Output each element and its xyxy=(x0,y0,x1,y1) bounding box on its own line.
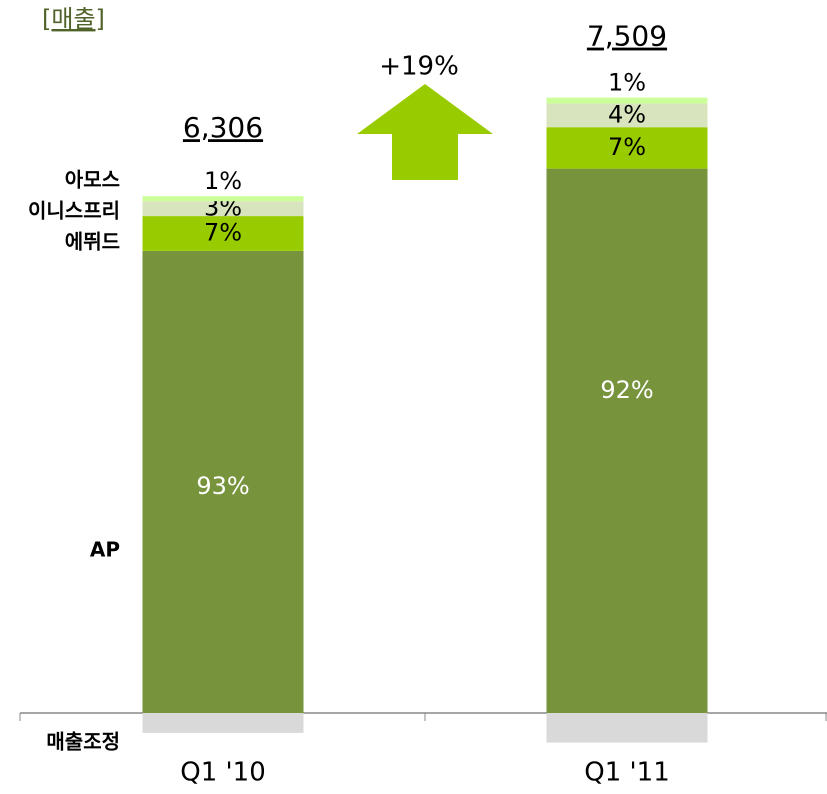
x-tick-label: Q1 '10 xyxy=(180,758,266,788)
value-label: 92% xyxy=(600,376,653,404)
bar-segment xyxy=(142,201,304,217)
legend-label: 매출조정 xyxy=(46,730,120,754)
chart-title: [매출] xyxy=(42,5,105,33)
bar-segment xyxy=(546,103,708,128)
growth-annotation: +19% xyxy=(379,52,459,82)
legend-label: 아모스 xyxy=(65,168,120,192)
total-label: 7,509 xyxy=(587,20,667,53)
value-label: 1% xyxy=(608,69,646,97)
value-label: 7% xyxy=(204,218,242,246)
value-label: 1% xyxy=(204,167,242,195)
bar-segment xyxy=(546,168,708,713)
value-label: 4% xyxy=(608,100,646,128)
bar-segment xyxy=(546,713,708,743)
x-tick-label: Q1 '11 xyxy=(584,758,670,788)
legend-label: 이니스프리 xyxy=(28,199,120,223)
bar-segment xyxy=(546,127,708,169)
value-label: 7% xyxy=(608,133,646,161)
total-label: 6,306 xyxy=(183,111,263,144)
legend-label: AP xyxy=(90,538,120,562)
bar-segment xyxy=(142,196,304,202)
bar-segment xyxy=(142,250,304,713)
bar-segment xyxy=(142,216,304,251)
bar-segment xyxy=(546,97,708,104)
bar-segment xyxy=(142,713,304,733)
growth-arrow xyxy=(357,84,493,180)
value-label: 93% xyxy=(196,472,249,500)
legend-label: 에뛰드 xyxy=(65,230,120,254)
